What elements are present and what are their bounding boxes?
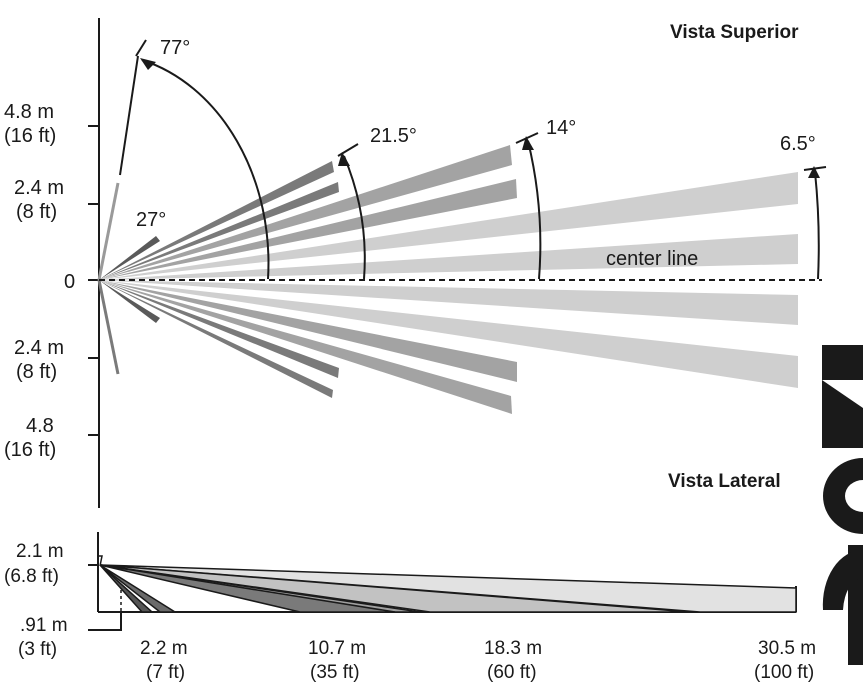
center-line-label: center line bbox=[606, 248, 698, 270]
angle-label-27: 27° bbox=[136, 209, 166, 231]
x-label: 30.5 m bbox=[758, 638, 816, 659]
side-y-label: (3 ft) bbox=[18, 639, 57, 660]
x-label: (60 ft) bbox=[487, 662, 537, 683]
beam-mid-range bbox=[99, 280, 517, 382]
y-label: 4.8 bbox=[26, 415, 54, 437]
watermark-shape bbox=[822, 345, 863, 380]
beam-short-range bbox=[99, 161, 334, 280]
beam-short-range bbox=[99, 182, 339, 280]
top-view-title: Vista Superior bbox=[670, 22, 799, 43]
beam-near bbox=[99, 236, 160, 280]
beam-near bbox=[99, 280, 160, 323]
x-label: (7 ft) bbox=[146, 662, 185, 683]
angle-tick bbox=[337, 143, 359, 157]
y-label: 2.4 m bbox=[14, 337, 64, 359]
angle-label-21-5: 21.5° bbox=[370, 125, 417, 147]
beam-lookdown bbox=[97, 182, 120, 281]
beam-long-range bbox=[99, 280, 798, 325]
beam-short-range bbox=[99, 280, 339, 378]
x-label: (100 ft) bbox=[754, 662, 814, 683]
beam-mid-range bbox=[99, 145, 512, 280]
x-label: 2.2 m bbox=[140, 638, 188, 659]
beam-long-range bbox=[99, 172, 798, 280]
top-view: Vista Superior 4.8 m (16 ft) 2.4 m (8 ft… bbox=[4, 18, 827, 508]
y-label: (16 ft) bbox=[4, 125, 56, 147]
watermark-shape bbox=[823, 458, 863, 534]
side-beam-lookdown bbox=[99, 564, 154, 613]
arrowhead bbox=[338, 152, 350, 166]
arc-21-5 bbox=[343, 155, 366, 280]
beam-long-range bbox=[99, 234, 798, 280]
side-view-title: Vista Lateral bbox=[668, 471, 781, 492]
side-y-label: .91 m bbox=[20, 615, 68, 636]
angle-tick bbox=[135, 39, 147, 57]
y-label: 2.4 m bbox=[14, 177, 64, 199]
watermark bbox=[822, 345, 863, 665]
y-label: 0 bbox=[64, 271, 75, 293]
beam-long-range bbox=[99, 280, 798, 388]
beam-mid-range bbox=[99, 179, 517, 280]
arc-6-5 bbox=[814, 171, 820, 280]
arrowhead bbox=[808, 166, 820, 178]
angle-tick bbox=[515, 132, 539, 144]
x-label: (35 ft) bbox=[310, 662, 360, 683]
angle-label-6-5: 6.5° bbox=[780, 133, 816, 155]
angle-tick bbox=[803, 166, 827, 171]
y-label: (8 ft) bbox=[16, 361, 57, 383]
arc-14 bbox=[527, 140, 542, 280]
y-label: (8 ft) bbox=[16, 201, 57, 223]
side-beam-near bbox=[99, 564, 396, 613]
y-label: (16 ft) bbox=[4, 439, 56, 461]
side-y-label: (6.8 ft) bbox=[4, 566, 59, 587]
watermark-shape bbox=[822, 412, 863, 448]
beam-short-range bbox=[99, 280, 333, 398]
side-view: Vista Lateral 2.1 m (6.8 ft) .91 m (3 ft… bbox=[4, 471, 816, 683]
x-label: 18.3 m bbox=[484, 638, 542, 659]
beam-lookdown bbox=[97, 279, 120, 375]
side-y-label: 2.1 m bbox=[16, 541, 64, 562]
arrowhead bbox=[140, 58, 156, 70]
x-label: 10.7 m bbox=[308, 638, 366, 659]
y-label: 4.8 m bbox=[4, 101, 54, 123]
watermark-shape bbox=[822, 549, 863, 610]
angle-label-77: 77° bbox=[160, 37, 190, 59]
arc-77 bbox=[141, 59, 270, 280]
sensor-mount bbox=[98, 555, 103, 567]
side-bracket bbox=[88, 612, 122, 631]
beam-77-edge bbox=[119, 55, 139, 176]
angle-label-14: 14° bbox=[546, 117, 576, 139]
beam-mid-range bbox=[99, 280, 512, 414]
side-beam-lookdown bbox=[99, 564, 178, 613]
